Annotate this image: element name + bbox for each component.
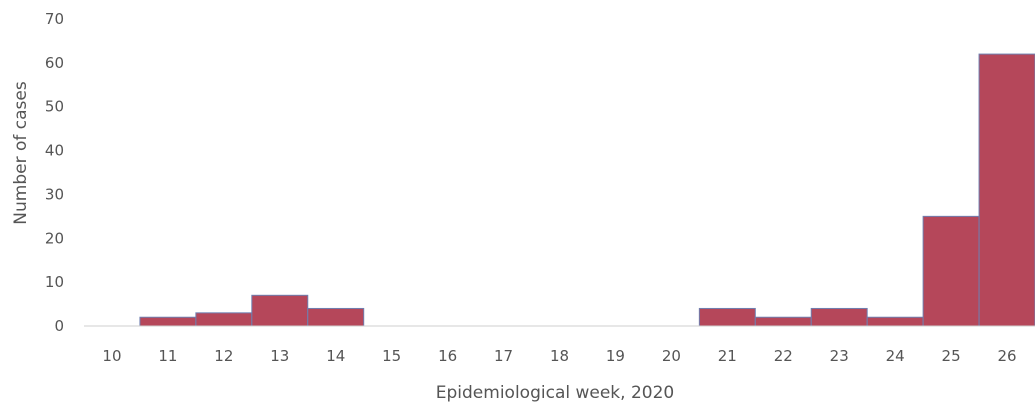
bar-week-12: [195, 312, 253, 327]
x-tick-label: 18: [550, 347, 569, 365]
x-tick-label: 12: [214, 347, 233, 365]
x-tick-label: 19: [606, 347, 625, 365]
bar-week-22: [754, 316, 812, 327]
x-tick-label: 20: [662, 347, 681, 365]
y-tick-label: 50: [45, 98, 64, 116]
x-tick-label: 15: [382, 347, 401, 365]
x-tick-label: 16: [438, 347, 457, 365]
bar-week-25: [922, 215, 980, 327]
bar-week-23: [810, 307, 868, 327]
x-tick-label: 25: [942, 347, 961, 365]
y-axis-ticks: 0 10 20 30 40 50 60 70: [45, 10, 64, 335]
x-tick-label: 23: [830, 347, 849, 365]
bar-week-13: [251, 294, 309, 327]
y-axis-title: Number of cases: [11, 81, 31, 225]
x-tick-label: 26: [997, 347, 1016, 365]
bar-week-24: [866, 316, 924, 327]
x-tick-label: 13: [270, 347, 289, 365]
bar-week-11: [139, 316, 197, 327]
x-tick-label: 11: [158, 347, 177, 365]
y-tick-label: 30: [45, 185, 64, 203]
bars: [139, 53, 1035, 327]
y-tick-label: 70: [45, 10, 64, 28]
y-tick-label: 10: [45, 273, 64, 291]
y-tick-label: 20: [45, 229, 64, 247]
x-tick-label: 24: [886, 347, 905, 365]
bar-week-14: [307, 307, 365, 327]
bar-week-21: [698, 307, 756, 327]
bar-week-26: [978, 53, 1035, 327]
x-axis-ticks: 10 11 12 13 14 15 16 17 18 19 20 21 22 23 24 25 26: [102, 347, 1016, 365]
y-tick-label: 40: [45, 142, 64, 160]
x-axis-title: Epidemiological week, 2020: [436, 383, 674, 403]
x-tick-label: 17: [494, 347, 513, 365]
x-tick-label: 10: [102, 347, 121, 365]
y-tick-label: 60: [45, 54, 64, 72]
x-tick-label: 22: [774, 347, 793, 365]
x-tick-label: 14: [326, 347, 345, 365]
y-tick-label: 0: [54, 317, 64, 335]
x-tick-label: 21: [718, 347, 737, 365]
